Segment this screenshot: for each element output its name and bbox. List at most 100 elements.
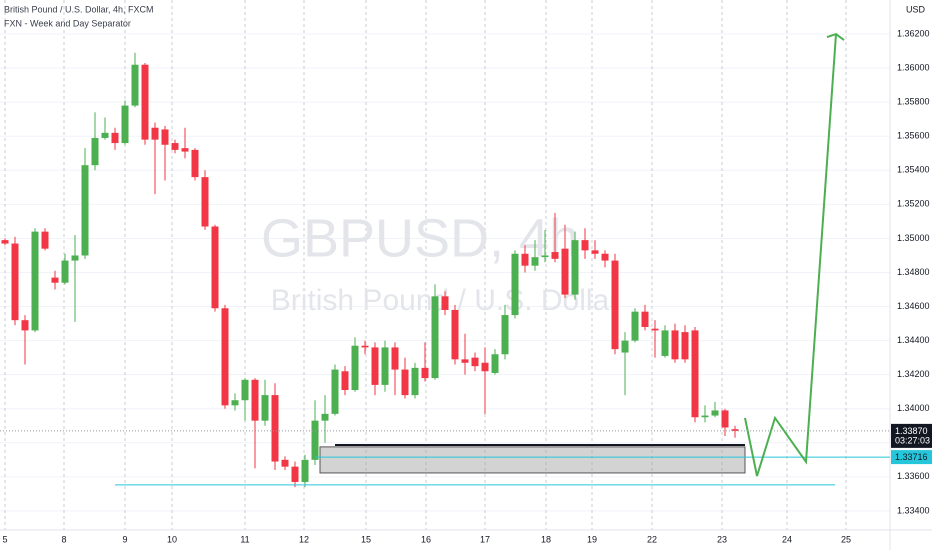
candle-body [251,379,259,421]
y-tick-label: 1.34600 [897,301,930,311]
y-tick-label: 1.36200 [897,28,930,38]
candle-body [31,231,39,331]
candle-body [551,252,559,259]
x-tick-label: 10 [167,534,177,544]
candle-body [41,231,49,249]
candle-body [141,64,149,140]
x-tick-label: 24 [782,534,792,544]
x-tick-label: 23 [717,534,727,544]
candle-body [561,248,569,295]
candle-body [221,308,229,406]
candle-body [691,330,699,418]
candle-body [481,362,489,372]
y-tick-label: 1.33600 [897,471,930,481]
candle-body [731,429,739,431]
candle-body [161,129,169,145]
candle-body [151,127,159,140]
candle-body [121,105,129,144]
x-tick-label: 18 [541,534,551,544]
x-tick-label: 19 [587,534,597,544]
candle-body [451,309,459,360]
candle-body [271,395,279,462]
candle-body [701,415,709,418]
x-tick-label: 22 [647,534,657,544]
candle-body [611,260,619,350]
x-tick-label: 11 [240,534,249,544]
candle-body [91,137,99,166]
currency-label: USD [906,4,926,14]
candle-body [491,354,499,373]
candle-body [541,255,549,258]
candle-body [531,257,539,266]
candle-body [421,367,429,379]
candle-body [291,466,299,482]
candle-body [361,345,369,348]
last-price-box [891,423,932,448]
x-tick-label: 5 [2,534,7,544]
x-tick-label: 17 [480,534,490,544]
candle-body [211,226,219,309]
candle-body [61,260,69,283]
x-tick-label: 8 [61,534,66,544]
candle-body [501,315,509,355]
candle-body [341,371,349,391]
candle-body [431,296,439,379]
x-tick-label: 12 [299,534,309,544]
candle-body [391,347,399,370]
candle-body [641,311,649,327]
candle-body [231,400,239,406]
candle-body [661,330,669,356]
candle-body [601,253,609,261]
candle-body [681,332,689,360]
y-tick-label: 1.35600 [897,131,930,141]
candle-body [81,165,89,256]
candle-body [241,379,249,401]
candle-body [461,359,469,363]
zone-box [319,446,746,474]
x-tick-label: 16 [421,534,431,544]
x-tick-label: 9 [122,534,127,544]
candle-body [511,253,519,316]
candle-body [11,243,19,321]
candle-body [71,255,79,261]
candle-body [371,347,379,385]
y-tick-label: 1.35200 [897,199,930,209]
candle-body [321,413,329,421]
y-tick-label: 1.34400 [897,335,930,345]
candle-body [651,328,659,331]
y-tick-label: 1.34800 [897,267,930,277]
last-price-label: 1.33870 [895,426,928,436]
candle-body [591,250,599,254]
y-tick-label: 1.35800 [897,97,930,107]
indicator-name: FXN - Week and Day Separator [4,18,131,28]
candle-body [301,459,309,482]
candle-body [181,148,189,152]
candle-body [21,320,29,331]
candle-body [191,149,199,178]
x-tick-label: 25 [841,534,851,544]
candle-body [351,345,359,391]
price-label: 1.33716 [895,452,928,462]
candle-body [671,330,679,360]
candle-body [261,395,269,421]
candle-body [521,253,529,266]
candle-body [441,296,449,310]
countdown: 03:27:03 [895,435,930,445]
chart-title: British Pound / U.S. Dollar, 4h, FXCM [4,4,154,14]
x-tick-label: 15 [361,534,371,544]
y-tick-label: 1.36000 [897,62,930,72]
candle-body [571,240,579,295]
y-tick-label: 1.33400 [897,505,930,515]
candle-body [621,340,629,353]
y-tick-label: 1.34200 [897,369,930,379]
candle-body [101,132,109,138]
candle-body [411,367,419,396]
candle-body [311,420,319,460]
candle-body [51,277,59,283]
y-tick-label: 1.35400 [897,165,930,175]
candle-body [201,177,209,227]
y-tick-label: 1.34000 [897,403,930,413]
watermark-symbol: GBPUSD, 4h [261,208,579,268]
